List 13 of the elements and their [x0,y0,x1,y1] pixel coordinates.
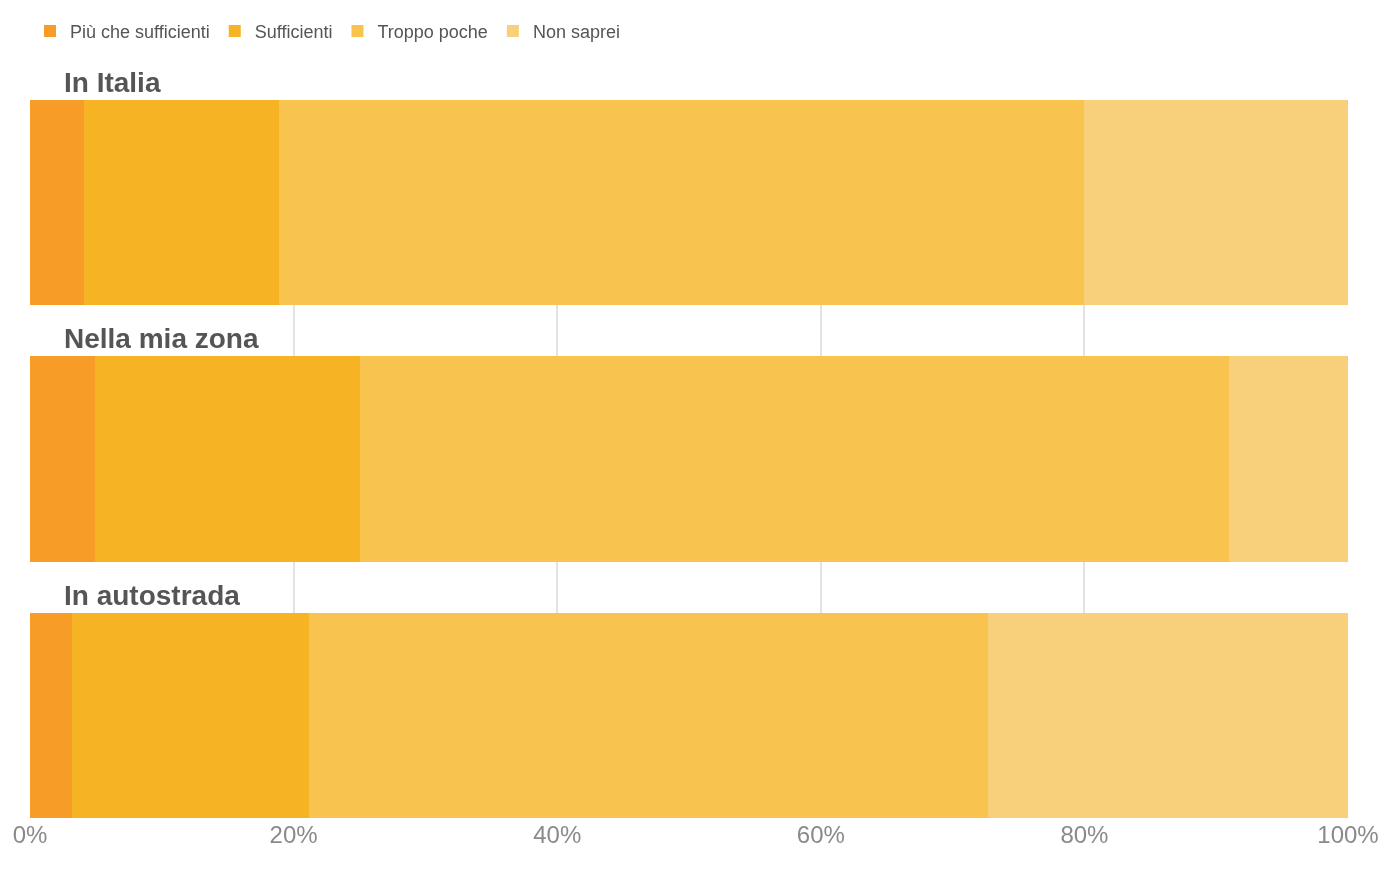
x-tick-label: 40% [533,821,582,848]
x-tick-label: 0% [12,821,48,848]
x-tick-label: 60% [796,821,845,848]
x-tick-label: 100% [1317,821,1379,848]
legend-label: Non saprei [532,21,620,42]
y-tick-label: In autostrada [64,580,241,611]
y-tick-label: Nella mia zona [64,323,259,354]
legend-label: Sufficienti [254,21,333,42]
x-tick-label: 20% [269,821,318,848]
legend-label: Più che sufficienti [70,21,210,42]
legend-label: Troppo poche [377,21,488,42]
y-tick-label: In Italia [64,67,161,98]
x-tick-label: 80% [1060,821,1109,848]
